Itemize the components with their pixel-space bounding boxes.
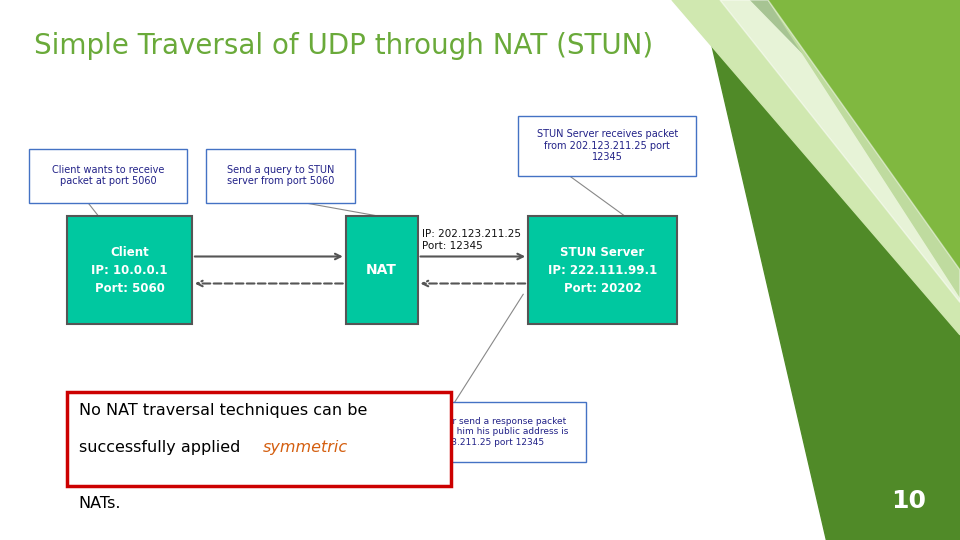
Polygon shape bbox=[768, 0, 960, 297]
Text: Simple Traversal of UDP through NAT (STUN): Simple Traversal of UDP through NAT (STU… bbox=[34, 32, 653, 60]
FancyBboxPatch shape bbox=[518, 116, 696, 176]
FancyBboxPatch shape bbox=[29, 148, 187, 202]
Polygon shape bbox=[701, 0, 960, 540]
Text: STUN Server
IP: 222.111.99.1
Port: 20202: STUN Server IP: 222.111.99.1 Port: 20202 bbox=[548, 246, 657, 294]
FancyBboxPatch shape bbox=[379, 402, 586, 462]
Text: successfully applied: successfully applied bbox=[79, 440, 245, 455]
Polygon shape bbox=[672, 0, 960, 335]
Text: IP: 202.123.211.25
Port: 12345: IP: 202.123.211.25 Port: 12345 bbox=[422, 230, 521, 251]
Text: Client
IP: 10.0.0.1
Port: 5060: Client IP: 10.0.0.1 Port: 5060 bbox=[91, 246, 168, 294]
Text: NAT: NAT bbox=[366, 263, 397, 277]
Text: 10: 10 bbox=[892, 489, 926, 513]
FancyBboxPatch shape bbox=[67, 392, 451, 486]
Text: NATs.: NATs. bbox=[79, 496, 121, 511]
FancyBboxPatch shape bbox=[67, 216, 192, 324]
FancyBboxPatch shape bbox=[206, 148, 355, 202]
FancyBboxPatch shape bbox=[528, 216, 677, 324]
Text: symmetric: symmetric bbox=[263, 440, 348, 455]
FancyBboxPatch shape bbox=[346, 216, 418, 324]
Text: STUN Server receives packet
from 202.123.211.25 port
12345: STUN Server receives packet from 202.123… bbox=[537, 129, 678, 163]
Text: Client wants to receive
packet at port 5060: Client wants to receive packet at port 5… bbox=[52, 165, 164, 186]
Polygon shape bbox=[720, 0, 960, 302]
Text: Send a query to STUN
server from port 5060: Send a query to STUN server from port 50… bbox=[228, 165, 334, 186]
Text: STUN Server send a response packet
to client. Tell him his public address is
202: STUN Server send a response packet to cl… bbox=[396, 417, 568, 447]
Text: No NAT traversal techniques can be: No NAT traversal techniques can be bbox=[79, 403, 367, 418]
